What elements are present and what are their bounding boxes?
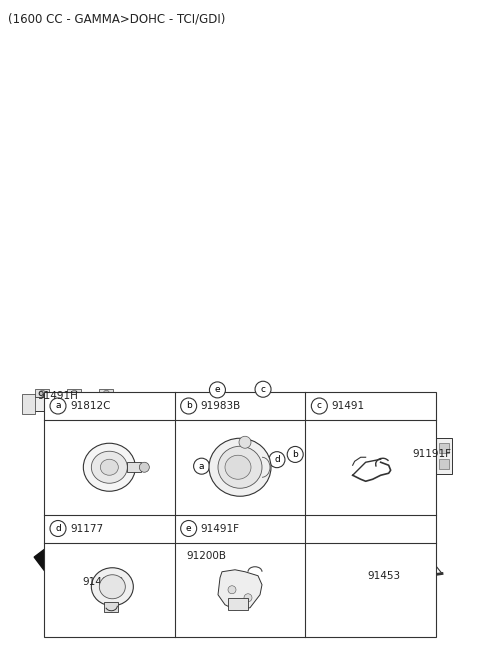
Bar xyxy=(35,397,114,411)
Text: 91177: 91177 xyxy=(70,524,103,533)
Ellipse shape xyxy=(209,438,271,496)
Circle shape xyxy=(244,594,252,602)
Ellipse shape xyxy=(218,446,262,488)
Text: d: d xyxy=(274,455,280,464)
Bar xyxy=(104,602,119,612)
Text: 91812C: 91812C xyxy=(70,401,110,411)
Bar xyxy=(67,389,82,397)
Circle shape xyxy=(39,391,46,396)
Ellipse shape xyxy=(100,459,119,475)
Bar xyxy=(412,438,452,475)
Text: 91491F: 91491F xyxy=(201,524,240,533)
Bar xyxy=(439,443,449,453)
Bar xyxy=(404,447,413,466)
Text: 91491: 91491 xyxy=(331,401,364,411)
Text: b: b xyxy=(186,402,192,411)
Bar xyxy=(76,539,85,547)
Text: c: c xyxy=(317,402,322,411)
Bar xyxy=(94,539,104,547)
Ellipse shape xyxy=(91,568,133,606)
Circle shape xyxy=(228,585,236,594)
Ellipse shape xyxy=(91,451,127,483)
Text: c: c xyxy=(261,385,265,394)
Circle shape xyxy=(255,381,271,397)
Circle shape xyxy=(71,403,78,409)
Circle shape xyxy=(239,436,251,449)
Circle shape xyxy=(209,382,226,398)
Text: (1600 CC - GAMMA>DOHC - TCI/GDI): (1600 CC - GAMMA>DOHC - TCI/GDI) xyxy=(8,12,226,25)
Bar xyxy=(67,547,121,577)
Circle shape xyxy=(96,403,103,409)
Circle shape xyxy=(50,398,66,414)
Circle shape xyxy=(180,520,197,537)
Bar xyxy=(426,443,436,453)
Text: 91491G: 91491G xyxy=(83,577,124,587)
Bar xyxy=(99,389,113,397)
Text: 91200B: 91200B xyxy=(186,551,227,561)
Text: b: b xyxy=(292,450,298,459)
Bar xyxy=(228,598,248,610)
Polygon shape xyxy=(218,570,262,610)
Ellipse shape xyxy=(99,575,125,599)
Circle shape xyxy=(180,398,197,414)
Polygon shape xyxy=(237,422,404,463)
Bar xyxy=(111,539,121,547)
Circle shape xyxy=(312,398,327,414)
Circle shape xyxy=(72,391,77,396)
Bar xyxy=(127,462,141,472)
Circle shape xyxy=(46,403,53,409)
Text: e: e xyxy=(186,524,192,533)
Bar xyxy=(57,554,69,570)
Circle shape xyxy=(103,391,109,396)
Circle shape xyxy=(287,447,303,462)
Text: a: a xyxy=(199,462,204,471)
Bar xyxy=(36,389,49,397)
Circle shape xyxy=(370,567,378,576)
Bar xyxy=(44,392,436,637)
Bar xyxy=(85,576,102,583)
Text: 91453: 91453 xyxy=(367,570,401,581)
Text: d: d xyxy=(55,524,61,533)
Circle shape xyxy=(335,561,343,569)
Circle shape xyxy=(269,452,285,467)
Bar xyxy=(439,460,449,469)
Ellipse shape xyxy=(84,443,135,491)
Bar xyxy=(23,394,36,414)
Text: 91491H: 91491H xyxy=(37,391,78,401)
Bar xyxy=(426,460,436,469)
Circle shape xyxy=(193,458,210,474)
Circle shape xyxy=(410,572,418,580)
Circle shape xyxy=(139,462,149,472)
Text: e: e xyxy=(215,385,220,394)
Text: 91983B: 91983B xyxy=(201,401,241,411)
Bar xyxy=(413,460,423,469)
Ellipse shape xyxy=(225,455,251,479)
Circle shape xyxy=(50,520,66,537)
Text: 91191F: 91191F xyxy=(412,449,452,460)
Polygon shape xyxy=(115,400,336,584)
Polygon shape xyxy=(34,409,240,571)
Bar xyxy=(413,443,423,453)
Text: a: a xyxy=(55,402,61,411)
